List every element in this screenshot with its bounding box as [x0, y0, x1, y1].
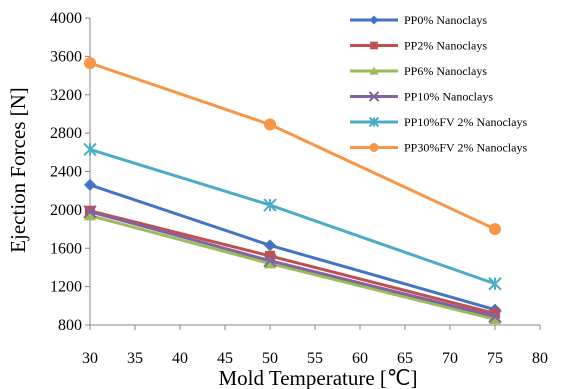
y-tick-label: 3600 [50, 48, 82, 65]
data-point-marker [263, 198, 277, 212]
data-point-marker [83, 205, 97, 219]
data-point-marker [489, 313, 501, 325]
legend-label: PP0% Nanoclays [404, 13, 487, 27]
data-point-marker [263, 254, 277, 268]
data-point-marker [489, 223, 501, 236]
x-tick-label: 40 [172, 350, 188, 367]
data-point-marker [264, 250, 276, 262]
y-tick-label: 800 [58, 317, 82, 334]
x-tick-label: 65 [397, 350, 413, 367]
tick-labels: 800 1200 1600 2000 2400 2800 3200 3600 4000 30 35 4… [50, 10, 548, 367]
legend-label: PP6% Nanoclays [404, 64, 487, 78]
y-tick-label: 2800 [50, 125, 82, 142]
data-point-marker [264, 257, 276, 269]
series-3 [84, 209, 501, 325]
data-point-marker [83, 142, 97, 157]
x-tick-label: 55 [307, 350, 323, 367]
data-point-marker [264, 118, 276, 131]
y-tick-label: 2000 [50, 202, 82, 219]
data-point-marker [368, 91, 380, 102]
data-point-marker [369, 66, 379, 75]
data-point-marker [488, 277, 502, 291]
y-tick-label: 2400 [50, 164, 82, 181]
x-tick-label: 50 [262, 350, 278, 367]
x-tick-label: 30 [82, 350, 98, 367]
x-axis-title: Mold Temperature [℃] [219, 366, 418, 389]
y-tick-label: 1200 [50, 279, 82, 296]
data-point-marker [369, 143, 379, 152]
y-tick-label: 1600 [50, 240, 82, 257]
data-point-marker [368, 116, 380, 128]
data-point-marker [369, 15, 379, 25]
legend-label: PP30%FV 2% Nanoclays [404, 141, 527, 155]
legend-label: PP10% Nanoclays [404, 90, 493, 104]
data-point-marker [84, 178, 96, 191]
x-tick-label: 70 [442, 350, 458, 367]
legend-entry: PP0% Nanoclays [350, 13, 487, 27]
y-axis-title: Ejection Forces [N] [6, 87, 30, 253]
x-tick-label: 35 [127, 350, 143, 367]
series-line [89, 148, 496, 286]
legend-entry: PP2% Nanoclays [350, 39, 487, 53]
legend-label: PP10%FV 2% Nanoclays [404, 115, 527, 129]
legend: PP0% Nanoclays PP2% Nanoclays PP6% Nanocla… [350, 13, 527, 155]
series-1 [84, 178, 501, 316]
legend-entry: PP10%FV 2% Nanoclays [350, 115, 527, 129]
y-tick-label: 4000 [50, 10, 82, 27]
data-point-marker [84, 57, 96, 70]
legend-entry: PP6% Nanoclays [350, 64, 487, 78]
x-tick-label: 80 [532, 350, 548, 367]
legend-label: PP2% Nanoclays [404, 39, 487, 53]
x-tick-label: 60 [352, 350, 368, 367]
legend-entry: PP10% Nanoclays [350, 90, 493, 104]
series-5 [83, 142, 502, 291]
y-tick-label: 3200 [50, 87, 82, 104]
x-tick-label: 75 [487, 350, 503, 367]
data-point-marker [488, 309, 502, 324]
series-6 [84, 57, 501, 236]
data-point-marker [370, 41, 378, 50]
series-line [89, 183, 496, 312]
plot-area [83, 57, 502, 325]
series-4 [83, 205, 502, 324]
x-tick-label: 45 [217, 350, 233, 367]
data-point-marker [264, 239, 276, 252]
data-point-marker [84, 209, 96, 221]
legend-entry: PP30%FV 2% Nanoclays [350, 141, 527, 155]
